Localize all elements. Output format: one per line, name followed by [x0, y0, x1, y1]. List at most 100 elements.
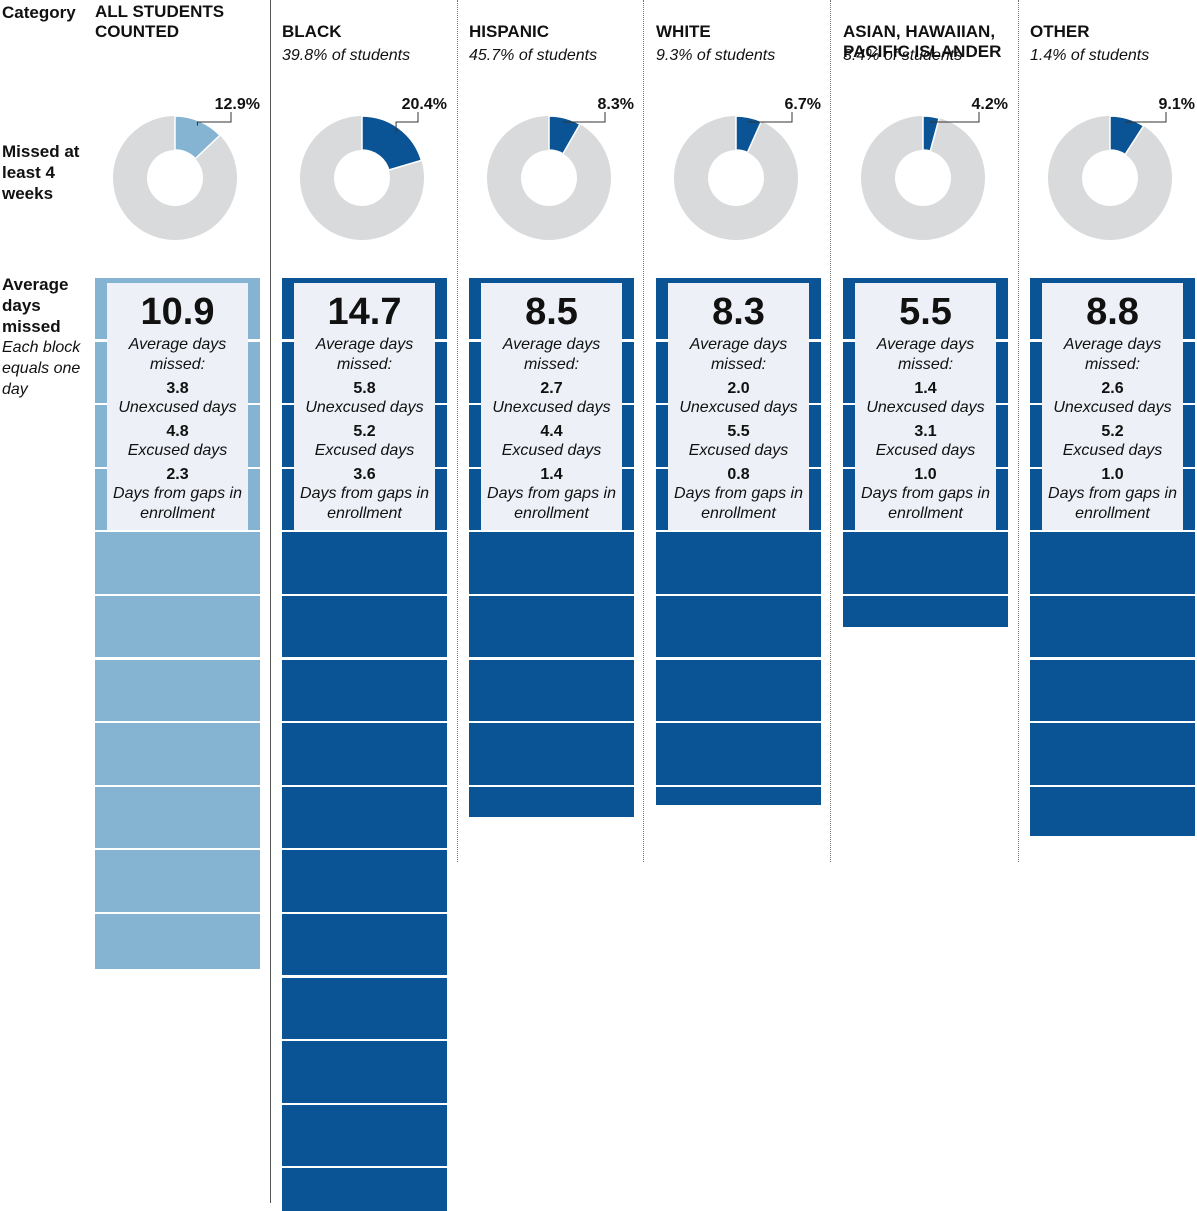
group-column: HISPANIC 45.7% of students 8.3% 8.5 Average …: [469, 0, 634, 1208]
average-days-label: Average days missed:: [315, 336, 414, 373]
excused-days-value: 4.4: [540, 423, 563, 440]
day-block: [282, 723, 447, 785]
column-separator: [457, 0, 458, 862]
donut-percent-label: 6.7%: [785, 96, 821, 113]
gap-days-value: 1.4: [540, 466, 563, 483]
day-block: [469, 596, 634, 658]
group-share: 45.7% of students: [469, 47, 598, 64]
group-title: OTHER: [1030, 22, 1090, 41]
average-days-label: Average days missed:: [502, 336, 601, 373]
day-block: [95, 850, 260, 912]
average-days-value: 8.3: [712, 291, 765, 333]
column-separator: [830, 0, 831, 862]
gap-days-value: 1.0: [1101, 466, 1124, 483]
day-block: [1030, 532, 1195, 594]
donut-chart: 20.4%: [299, 96, 447, 240]
donut-slice: [548, 115, 581, 155]
donut-chart: 6.7%: [673, 96, 821, 240]
day-block: [656, 723, 821, 785]
day-block: [95, 659, 260, 721]
excused-days-value: 4.8: [166, 423, 189, 440]
column-separator: [1018, 0, 1019, 862]
donut-percent-label: 12.9%: [215, 96, 260, 113]
gap-days-label: Days from gaps in enrollment: [487, 485, 616, 522]
donut-leader-line: [563, 112, 606, 123]
excused-days-label: Excused days: [314, 442, 415, 459]
average-days-value: 14.7: [327, 291, 402, 333]
gap-days-value: 0.8: [727, 466, 750, 483]
group-column: WHITE 9.3% of students 6.7% 8.3 Average days…: [656, 0, 821, 1208]
group-column: ASIAN, HAWAIIAN, PACIFIC ISLANDER 3.4% of…: [843, 0, 1008, 1208]
excused-days-label: Excused days: [688, 442, 789, 459]
group-share: 3.4% of students: [843, 47, 963, 64]
day-block: [282, 914, 447, 976]
day-block: [1030, 596, 1195, 658]
day-block: [282, 850, 447, 912]
group-title: HISPANIC: [469, 22, 549, 41]
average-days-label: Average days missed:: [689, 336, 788, 373]
group-title: WHITE: [656, 22, 711, 41]
gap-days-value: 1.0: [914, 466, 937, 483]
average-days-value: 8.5: [525, 291, 578, 333]
day-block: [95, 786, 260, 849]
donut-leader-line: [1125, 112, 1167, 124]
donut-leader-line: [929, 112, 980, 123]
average-info-box: 14.7 Average days missed: 5.8 Unexcused day…: [294, 283, 435, 530]
gap-days-label: Days from gaps in enrollment: [1048, 485, 1177, 522]
day-block: [282, 977, 447, 1039]
donut-slice: [922, 115, 941, 152]
donut-slice: [361, 115, 423, 171]
day-block: [656, 786, 821, 806]
day-block: [1030, 723, 1195, 785]
average-days-value: 5.5: [899, 291, 952, 333]
row-label-category: Category: [2, 3, 76, 22]
group-share: 9.3% of students: [656, 47, 776, 64]
day-block: [95, 532, 260, 594]
day-block: [843, 596, 1008, 627]
unexcused-days-value: 2.0: [727, 380, 750, 397]
average-days-label: Average days missed:: [876, 336, 975, 373]
row-label-average: Average days missed: [2, 275, 69, 336]
donut-chart: 12.9%: [112, 96, 260, 240]
day-block: [656, 659, 821, 721]
unexcused-days-label: Unexcused days: [118, 399, 237, 416]
unexcused-days-label: Unexcused days: [866, 399, 985, 416]
day-block: [282, 596, 447, 658]
day-block: [469, 786, 634, 818]
unexcused-days-value: 2.7: [540, 380, 563, 397]
donut-percent-label: 8.3%: [598, 96, 634, 113]
day-block: [282, 786, 447, 849]
excused-days-label: Excused days: [501, 442, 602, 459]
day-block: [469, 723, 634, 785]
group-column: ALL STUDENTS COUNTED 12.9% 10.9 Average day…: [95, 0, 260, 1208]
day-block: [469, 659, 634, 721]
gap-days-value: 2.3: [166, 466, 189, 483]
unexcused-days-value: 5.8: [353, 380, 376, 397]
excused-days-label: Excused days: [1062, 442, 1163, 459]
donut-remainder: [1047, 116, 1172, 240]
average-info-box: 10.9 Average days missed: 3.8 Unexcused day…: [107, 283, 248, 530]
average-info-box: 8.5 Average days missed: 2.7 Unexcused days…: [481, 283, 622, 530]
gap-days-value: 3.6: [353, 466, 376, 483]
gap-days-label: Days from gaps in enrollment: [861, 485, 990, 522]
day-block: [1030, 659, 1195, 721]
day-block: [95, 723, 260, 785]
column-separator: [270, 0, 271, 1203]
group-share: 1.4% of students: [1030, 47, 1150, 64]
donut-slice: [174, 115, 221, 160]
donut-leader-line: [196, 112, 232, 126]
day-block: [95, 596, 260, 658]
group-share: 39.8% of students: [282, 47, 411, 64]
donut-leader-line: [395, 112, 419, 133]
donut-chart: 8.3%: [486, 96, 634, 240]
day-block: [469, 532, 634, 594]
unexcused-days-label: Unexcused days: [1053, 399, 1172, 416]
gap-days-label: Days from gaps in enrollment: [674, 485, 803, 522]
donut-remainder: [860, 116, 985, 240]
donut-leader-line: [747, 112, 793, 123]
group-title: BLACK: [282, 22, 342, 41]
day-block: [282, 1104, 447, 1167]
donut-chart: 9.1%: [1047, 96, 1195, 240]
donut-chart: 4.2%: [860, 96, 1008, 240]
excused-days-value: 5.2: [353, 423, 376, 440]
